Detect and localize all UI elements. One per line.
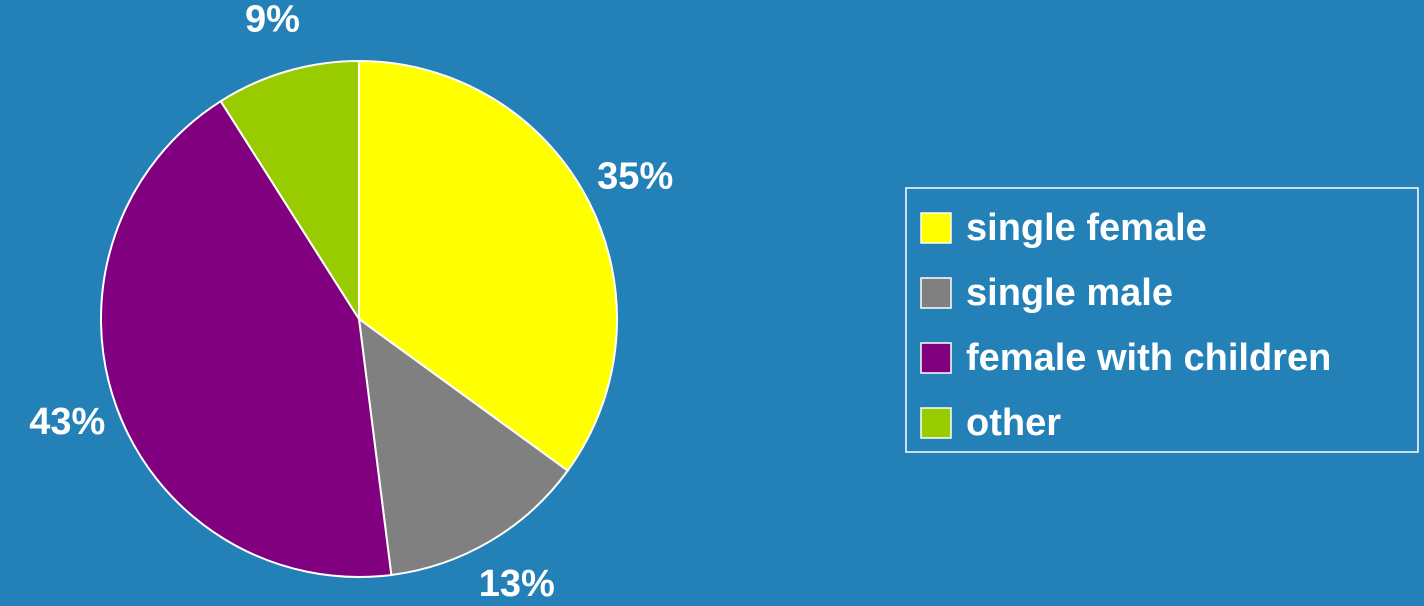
pie-slice (358, 59, 618, 473)
pie-slice (219, 59, 360, 323)
data-label: 9% (245, 0, 300, 40)
legend-box (905, 187, 1419, 453)
legend-label: other (966, 402, 1061, 444)
pie-slice (100, 99, 393, 578)
legend-swatch (920, 212, 952, 244)
legend-swatch (920, 407, 952, 439)
legend-swatch (920, 277, 952, 309)
data-label: 35% (597, 155, 673, 197)
data-label: 13% (479, 563, 555, 605)
legend-label: single female (966, 207, 1207, 249)
data-label: 43% (29, 401, 105, 443)
legend-label: female with children (966, 337, 1331, 379)
legend-swatch (920, 342, 952, 374)
pie-slice (357, 316, 570, 577)
legend-label: single male (966, 272, 1173, 314)
